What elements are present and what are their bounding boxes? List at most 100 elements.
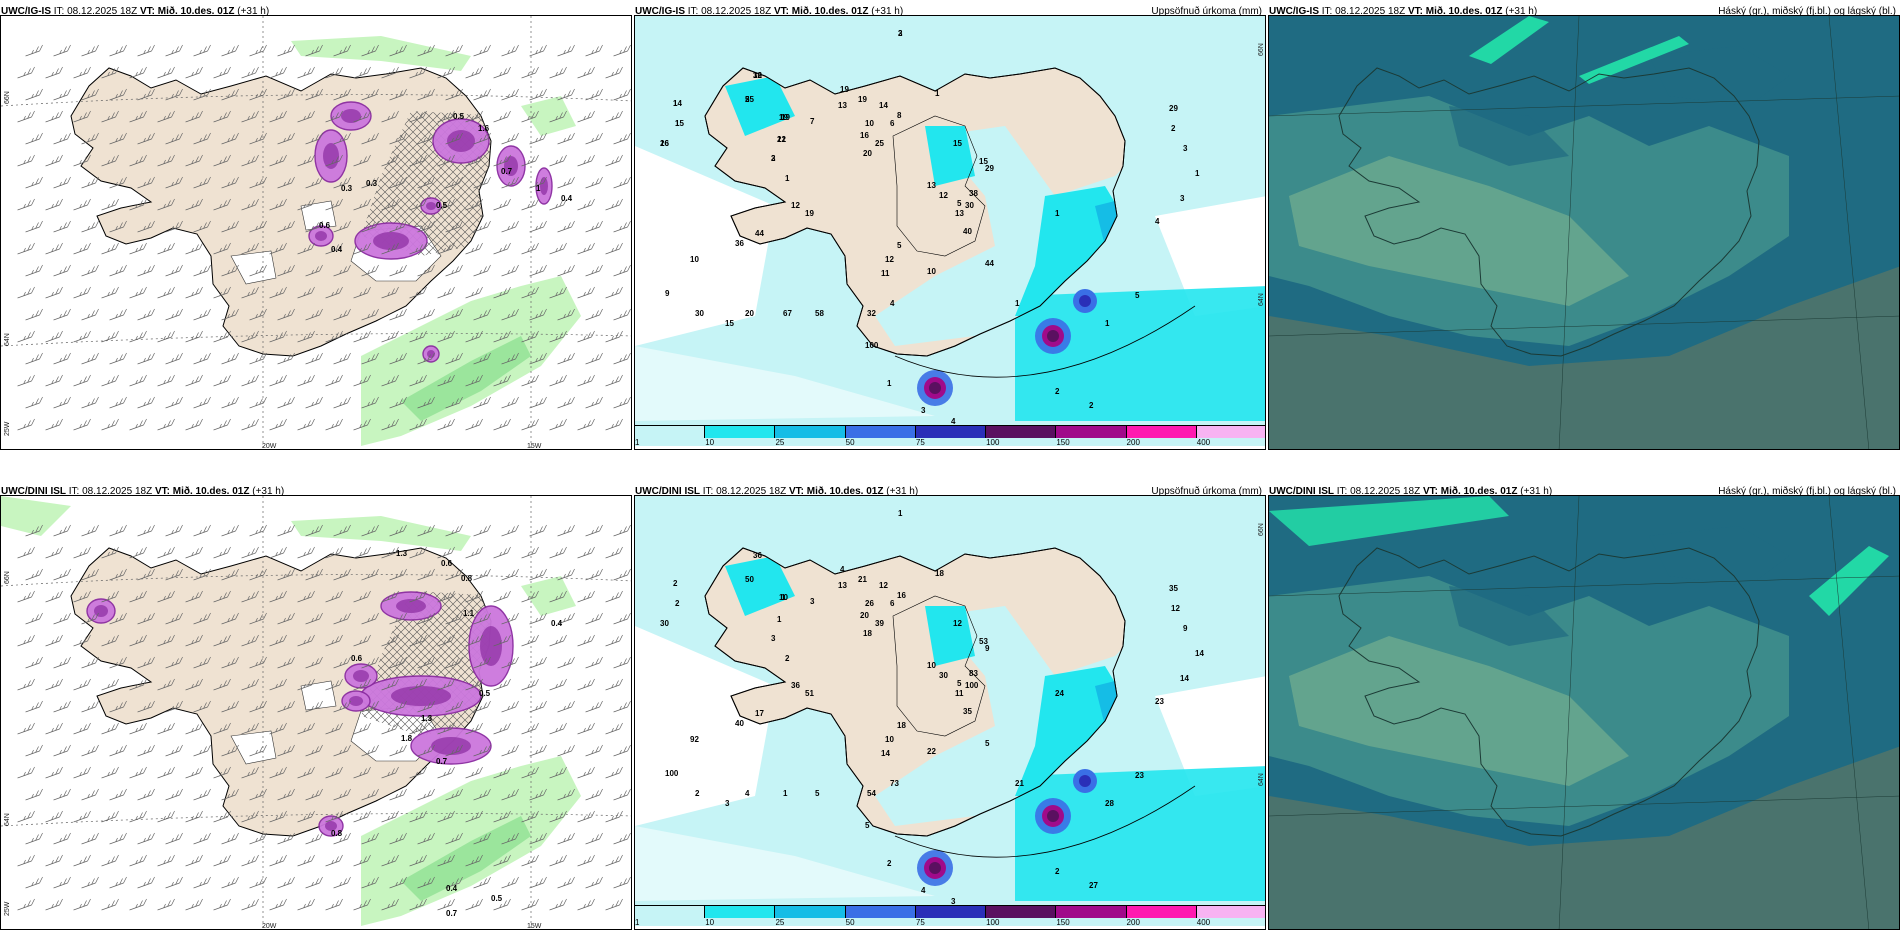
value-label: 25 xyxy=(745,95,754,104)
colorbar-tick: 10 xyxy=(705,438,715,447)
value-label: 1 xyxy=(675,119,680,128)
value-label: 21 xyxy=(858,575,867,584)
value-label: 15 xyxy=(725,319,734,328)
cloud-layers xyxy=(1269,16,1899,449)
value-label: 18 xyxy=(863,629,872,638)
colorbar-tick: 100 xyxy=(986,438,1000,447)
value-label: 3 xyxy=(810,597,815,606)
value-label: 25 xyxy=(875,139,884,148)
colorbar-swatch xyxy=(986,426,1057,438)
value-label: 10 xyxy=(927,267,936,276)
value-label: 19 xyxy=(781,113,790,122)
colorbar-tick: 25 xyxy=(775,438,785,447)
value-label: 35 xyxy=(963,707,972,716)
value-label: 1 xyxy=(785,174,790,183)
colorbar-tick: 50 xyxy=(845,918,855,927)
value-label: 32 xyxy=(867,309,876,318)
value-label: 12 xyxy=(953,619,962,628)
value-label: 0.5 xyxy=(479,689,491,698)
value-label: 0.4 xyxy=(446,884,458,893)
value-label: 19 xyxy=(779,113,788,122)
value-label: 19 xyxy=(840,85,849,94)
value-label: 15 xyxy=(675,119,684,128)
value-label: 12 xyxy=(777,135,786,144)
iceland-coastline xyxy=(1338,547,1760,837)
colorbar-swatch xyxy=(775,426,846,438)
colorbar-swatch xyxy=(1056,906,1127,918)
value-label: 19 xyxy=(858,95,867,104)
value-label: 2 xyxy=(1171,124,1176,133)
colorbar-swatch xyxy=(845,906,916,918)
value-label: 3 xyxy=(921,406,926,415)
value-label: 10 xyxy=(779,593,788,602)
value-label: 12 xyxy=(1171,604,1180,613)
value-label: 7 xyxy=(810,117,815,126)
value-label: 0.7 xyxy=(436,757,448,766)
panel-row1-wind-precip: UWC/IG-IS IT: 08.12.2025 18Z VT: Mið. 10… xyxy=(0,0,632,450)
value-label: 6 xyxy=(890,599,895,608)
value-label: 10 xyxy=(885,735,894,744)
value-label: 5 xyxy=(897,241,902,250)
value-label: 9 xyxy=(985,644,990,653)
value-label: 36 xyxy=(735,239,744,248)
colorbar: 1 10 25 50 75 100 150 200 400 xyxy=(635,905,1265,929)
colorbar-swatch xyxy=(986,906,1057,918)
value-label: 36 xyxy=(753,551,762,560)
value-label: 0.3 xyxy=(366,179,378,188)
value-label: 26 xyxy=(865,599,874,608)
value-label: 11 xyxy=(881,269,890,278)
value-label: 14 xyxy=(1195,649,1204,658)
value-label: 20 xyxy=(745,309,754,318)
value-label: 1 xyxy=(536,184,541,193)
colorbar-swatches xyxy=(635,905,1265,918)
value-label: 4 xyxy=(1155,217,1160,226)
value-label: 22 xyxy=(927,747,936,756)
value-label: 1 xyxy=(781,113,786,122)
value-label: 0.4 xyxy=(331,245,343,254)
colorbar-swatches xyxy=(635,425,1265,438)
value-label: 44 xyxy=(755,229,764,238)
colorbar-tick: 400 xyxy=(1196,438,1211,447)
iceland-coastline xyxy=(1338,67,1760,357)
panel-title: UWC/IG-IS IT: 08.12.2025 18Z VT: Mið. 10… xyxy=(1269,6,1538,17)
value-label: 100 xyxy=(665,769,679,778)
value-label: 1.6 xyxy=(478,124,490,133)
value-label: 4 xyxy=(951,417,956,426)
value-label: 0.5 xyxy=(491,894,503,903)
axis-label: 66N xyxy=(1258,43,1265,56)
value-label: 1.1 xyxy=(463,609,475,618)
value-labels: 2111612511213171913191016202581461151312… xyxy=(660,29,1200,426)
value-label: 40 xyxy=(735,719,744,728)
colorbar-tick: 200 xyxy=(1126,918,1140,927)
value-label: 10 xyxy=(865,119,874,128)
value-label: 0.6 xyxy=(351,654,363,663)
map-frame xyxy=(1268,15,1900,450)
value-label: 4 xyxy=(890,299,895,308)
axis-label: 25W xyxy=(4,421,11,436)
value-label: 18 xyxy=(935,569,944,578)
colorbar-swatch xyxy=(705,906,776,918)
value-label: 0.8 xyxy=(461,574,473,583)
value-label: 20 xyxy=(863,149,872,158)
value-label: 20 xyxy=(860,611,869,620)
axis-label: 15W xyxy=(527,443,542,450)
panel-row2-accum-precip: UWC/DINI ISL IT: 08.12.2025 18Z VT: Mið.… xyxy=(634,480,1266,930)
value-label: 67 xyxy=(783,309,792,318)
value-label: 14 xyxy=(881,749,890,758)
value-label: 3 xyxy=(1180,194,1185,203)
value-label: 5 xyxy=(957,679,962,688)
value-label: 17 xyxy=(755,709,764,718)
value-label: 29 xyxy=(985,164,994,173)
value-label: 12 xyxy=(791,201,800,210)
colorbar-swatch xyxy=(635,906,706,918)
value-label: 8 xyxy=(897,111,902,120)
value-label: 1.3 xyxy=(421,714,433,723)
axis-label: 64N xyxy=(1258,293,1265,306)
precip-cores xyxy=(917,289,1097,406)
axis-label: 64N xyxy=(4,333,11,346)
value-label: 0.5 xyxy=(436,201,448,210)
value-label: 1 xyxy=(898,509,903,518)
value-label: 6 xyxy=(890,119,895,128)
graticule xyxy=(1269,16,1899,449)
panel-field-title: Háský (gr.), miðský (fj.bl.) og lágský (… xyxy=(1718,486,1896,497)
